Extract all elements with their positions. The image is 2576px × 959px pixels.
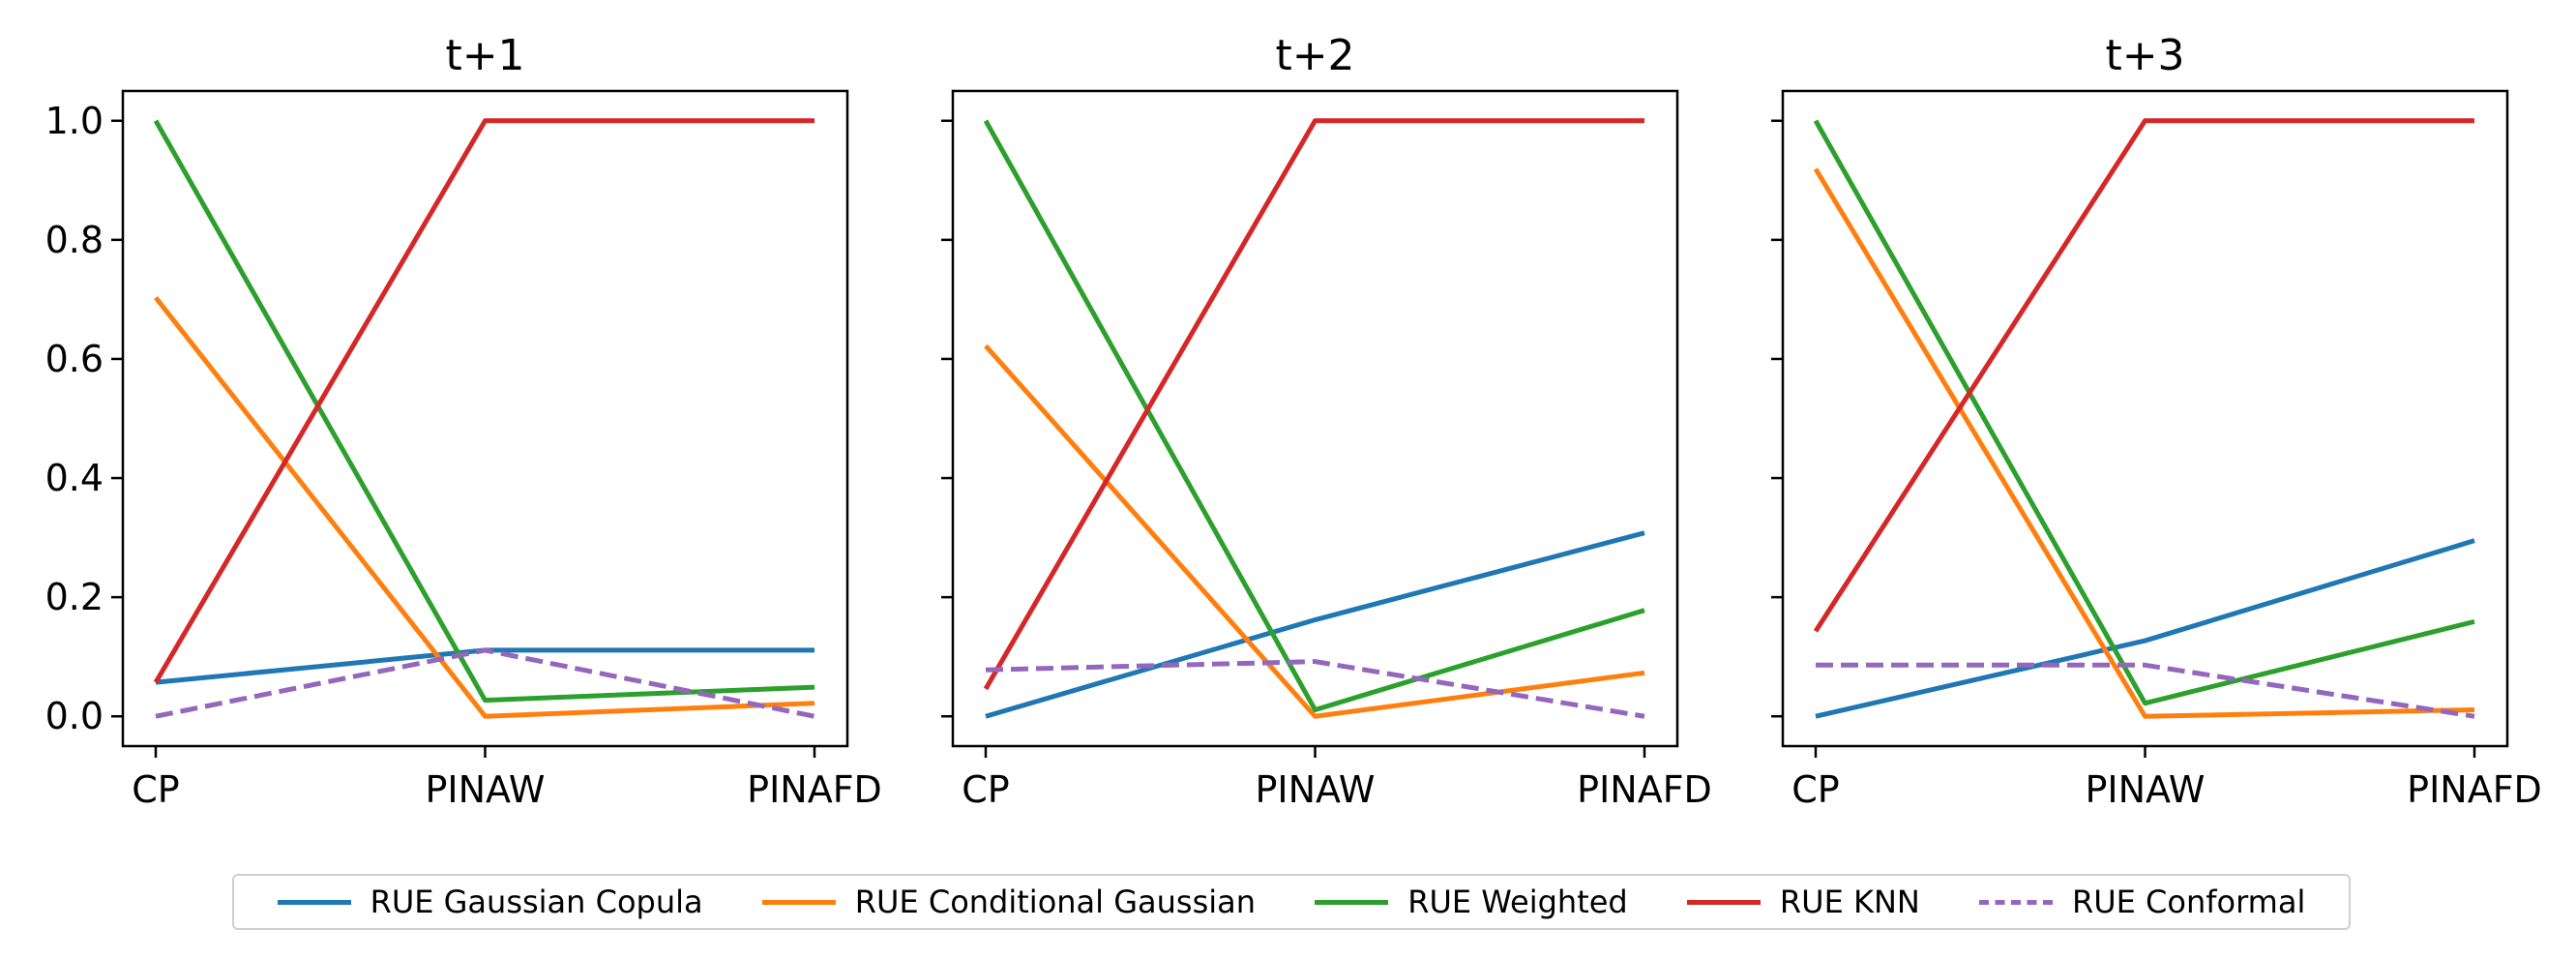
series-line-rue-knn bbox=[153, 118, 814, 684]
series-line-rue-weighted bbox=[153, 119, 815, 704]
panel-title: t+3 bbox=[2105, 31, 2184, 80]
series-line-rue-weighted bbox=[983, 119, 1645, 712]
y-tick-label: 0.6 bbox=[45, 338, 104, 380]
legend-item: RUE Gaussian Copula bbox=[277, 884, 703, 920]
legend-item: RUE Weighted bbox=[1315, 884, 1628, 920]
y-tick-label: 0.0 bbox=[45, 695, 104, 737]
legend-label: RUE KNN bbox=[1779, 884, 1920, 920]
x-tick-label: CP bbox=[1791, 768, 1839, 811]
y-tick-label: 1.0 bbox=[45, 100, 104, 142]
axes-frame bbox=[951, 89, 1679, 748]
legend-label: RUE Weighted bbox=[1407, 884, 1628, 920]
series-line-rue-weighted bbox=[1813, 119, 2475, 706]
series-line-rue-conformal bbox=[1816, 662, 2475, 719]
series-line-rue-conditional-gaussian bbox=[984, 344, 1645, 719]
series-line-rue-conformal bbox=[985, 659, 1645, 719]
legend-label: RUE Conformal bbox=[2071, 884, 2306, 920]
y-tick-label: 0.8 bbox=[45, 219, 104, 261]
axes-frame bbox=[1781, 89, 2509, 748]
x-tick-label: PINAFD bbox=[2407, 768, 2542, 811]
y-tick-label: 0.2 bbox=[45, 576, 104, 618]
legend-swatch bbox=[1978, 899, 2053, 905]
x-tick-label: PINAFD bbox=[747, 768, 882, 811]
series-line-rue-conformal bbox=[155, 647, 815, 719]
x-tick-label: PINAW bbox=[2085, 768, 2205, 811]
legend-item: RUE KNN bbox=[1686, 884, 1920, 920]
series-line-rue-conditional-gaussian bbox=[1813, 167, 2475, 719]
series-line-rue-knn bbox=[1813, 118, 2474, 633]
legend: RUE Gaussian Copula RUE Conditional Gauss… bbox=[232, 874, 2351, 930]
y-tick-label: 0.4 bbox=[45, 457, 104, 499]
series-line-rue-gaussian-copula bbox=[1815, 538, 2475, 719]
x-tick-label: PINAW bbox=[425, 768, 545, 811]
series-line-rue-conditional-gaussian bbox=[154, 296, 815, 719]
panel-2: t+2 CP PINAW PINAFD bbox=[941, 31, 1712, 811]
x-tick-label: PINAW bbox=[1255, 768, 1375, 811]
panel-3: t+3 CP PINAW PINAFD bbox=[1771, 31, 2542, 811]
series-line-rue-knn bbox=[983, 118, 1644, 691]
series-line-rue-gaussian-copula bbox=[985, 530, 1645, 719]
x-tick-label: CP bbox=[962, 768, 1009, 811]
series-line-rue-gaussian-copula bbox=[155, 647, 814, 685]
legend-label: RUE Gaussian Copula bbox=[370, 884, 703, 920]
legend-swatch bbox=[1315, 899, 1389, 905]
panel-title: t+1 bbox=[445, 31, 524, 80]
legend-swatch bbox=[761, 899, 836, 905]
legend-item: RUE Conditional Gaussian bbox=[761, 884, 1257, 920]
panel-title: t+2 bbox=[1275, 31, 1354, 80]
legend-swatch bbox=[1686, 899, 1761, 905]
legend-item: RUE Conformal bbox=[1978, 884, 2306, 920]
legend-swatch bbox=[277, 899, 351, 905]
x-tick-label: PINAFD bbox=[1577, 768, 1712, 811]
x-tick-label: CP bbox=[132, 768, 179, 811]
panel-1: t+1 0.0 0.2 0.4 0.6 0.8 1.0 CP PINAW PINAFD bbox=[45, 31, 882, 811]
legend-label: RUE Conditional Gaussian bbox=[854, 884, 1257, 920]
